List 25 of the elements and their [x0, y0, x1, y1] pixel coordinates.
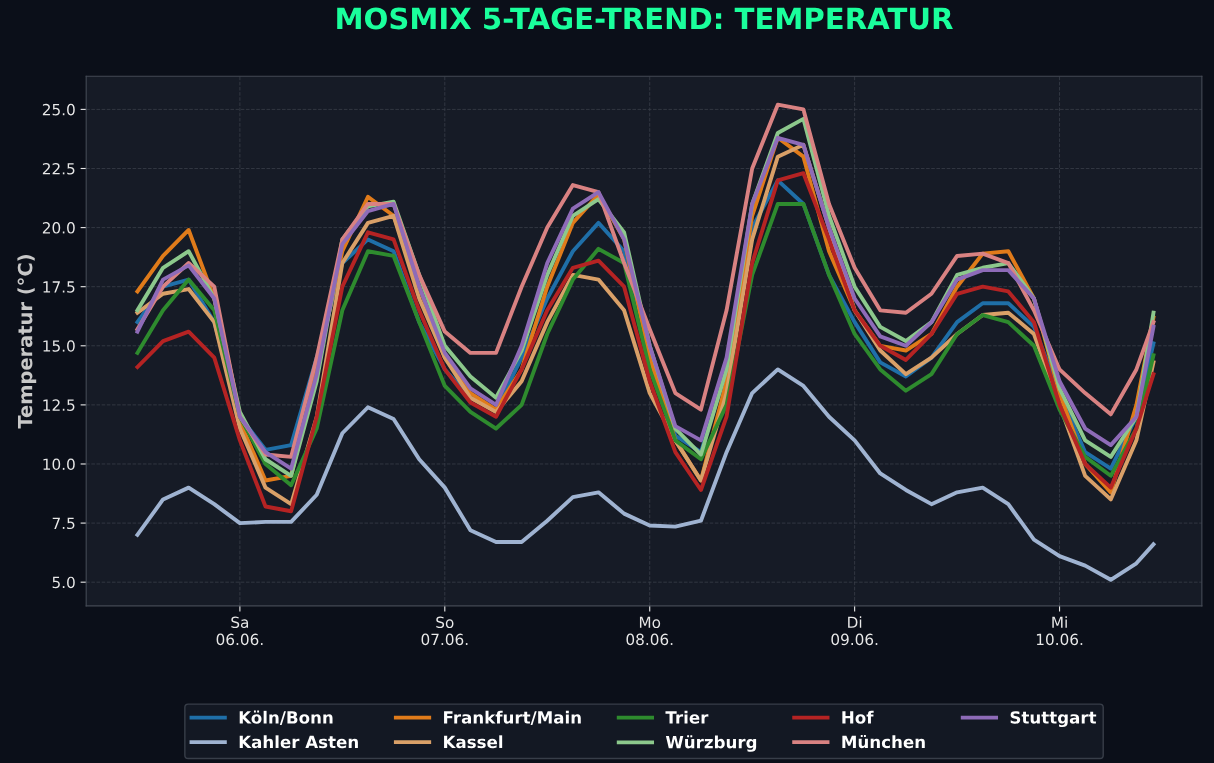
legend-label: Kassel [444, 735, 503, 749]
legend-label: München [842, 735, 925, 749]
y-tick-label: 10.0 [43, 458, 75, 471]
y-tick-label: 12.5 [43, 399, 75, 411]
y-tick-label: 7.5 [52, 517, 75, 530]
y-tick-label: 15.0 [43, 340, 75, 352]
y-tick-label: 20.0 [42, 222, 75, 234]
legend-label: Kahler Asten [239, 735, 358, 749]
x-tick-label: Sa 06.06. [216, 616, 263, 646]
x-tick-label: Di 09.06. [831, 616, 878, 646]
y-axis-title: Temperatur (°C) [17, 255, 37, 429]
legend-label: Stuttgart [1010, 711, 1097, 728]
x-tick-label: Mo 08.06. [626, 616, 673, 646]
legend-label: Würzburg [665, 735, 757, 752]
legend-label: Köln/Bonn [239, 710, 333, 726]
legend-label: Frankfurt/Main [444, 710, 581, 726]
y-tick-label: 22.5 [42, 162, 75, 175]
legend-label: Hof [842, 710, 874, 724]
x-tick-label: So 07.06. [421, 616, 468, 646]
y-tick-label: 17.5 [43, 281, 75, 293]
y-tick-label: 5.0 [52, 576, 75, 589]
y-tick-label: 25.0 [42, 103, 75, 116]
chart-title: MOSMIX 5-TAGE-TREND: TEMPERATUR [337, 7, 953, 30]
legend-label: Trier [665, 710, 709, 724]
x-tick-label: Mi 10.06. [1036, 616, 1083, 646]
